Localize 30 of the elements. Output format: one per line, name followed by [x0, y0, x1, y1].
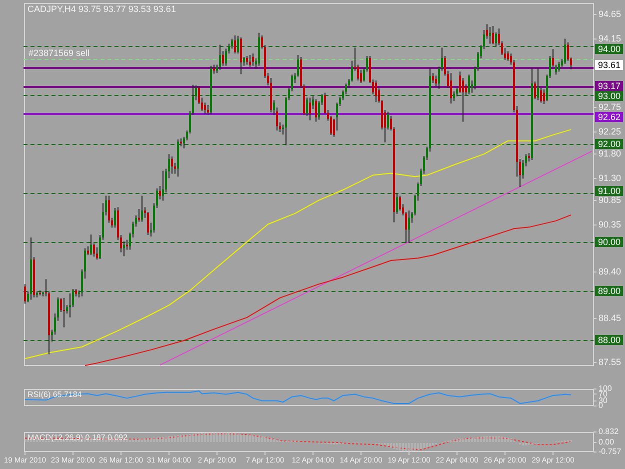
ref-line-label: 92.00 — [598, 138, 621, 149]
ref-line-label: 94.00 — [598, 44, 621, 54]
chart-title: CADJPY,H4 93.75 93.77 93.53 93.61 — [28, 4, 176, 14]
y-tick-label: 0.00 — [598, 438, 615, 447]
annotation: 93.61 — [598, 60, 621, 70]
y-tick-label: 88.45 — [598, 312, 622, 323]
ref-line-label: 90.00 — [598, 236, 621, 247]
y-tick-label: 91.30 — [598, 173, 622, 184]
y-tick-label: 92.25 — [598, 126, 622, 136]
y-tick-label: 94.65 — [598, 8, 622, 19]
ref-line-label: 89.00 — [598, 286, 621, 296]
ref-line-label: 92.62 — [598, 112, 621, 122]
y-tick-label: 0.832 — [598, 427, 620, 436]
candlestick — [69, 293, 71, 318]
y-tick-label: 90.35 — [598, 220, 622, 230]
ref-line-label: 88.00 — [598, 334, 621, 345]
y-tick-label: 89.40 — [598, 266, 622, 276]
chart-title: MACD(12,26,9) 0.187 0.092 — [28, 433, 128, 442]
y-tick-label: 91.80 — [598, 148, 622, 159]
y-tick-label: 94.15 — [598, 33, 622, 44]
candlestick — [63, 298, 65, 328]
ref-line-label: 93.17 — [598, 80, 621, 91]
annotation: #23871569 sell — [28, 48, 90, 58]
line-series — [24, 433, 572, 450]
y-tick-label: 90.85 — [598, 195, 622, 206]
y-tick-label: -0.757 — [598, 447, 622, 456]
y-tick-label: 87.55 — [598, 357, 622, 368]
ref-line-label: 93.00 — [598, 90, 621, 101]
y-tick-label: 92.75 — [598, 102, 622, 112]
ref-line-label: 91.00 — [598, 186, 621, 196]
